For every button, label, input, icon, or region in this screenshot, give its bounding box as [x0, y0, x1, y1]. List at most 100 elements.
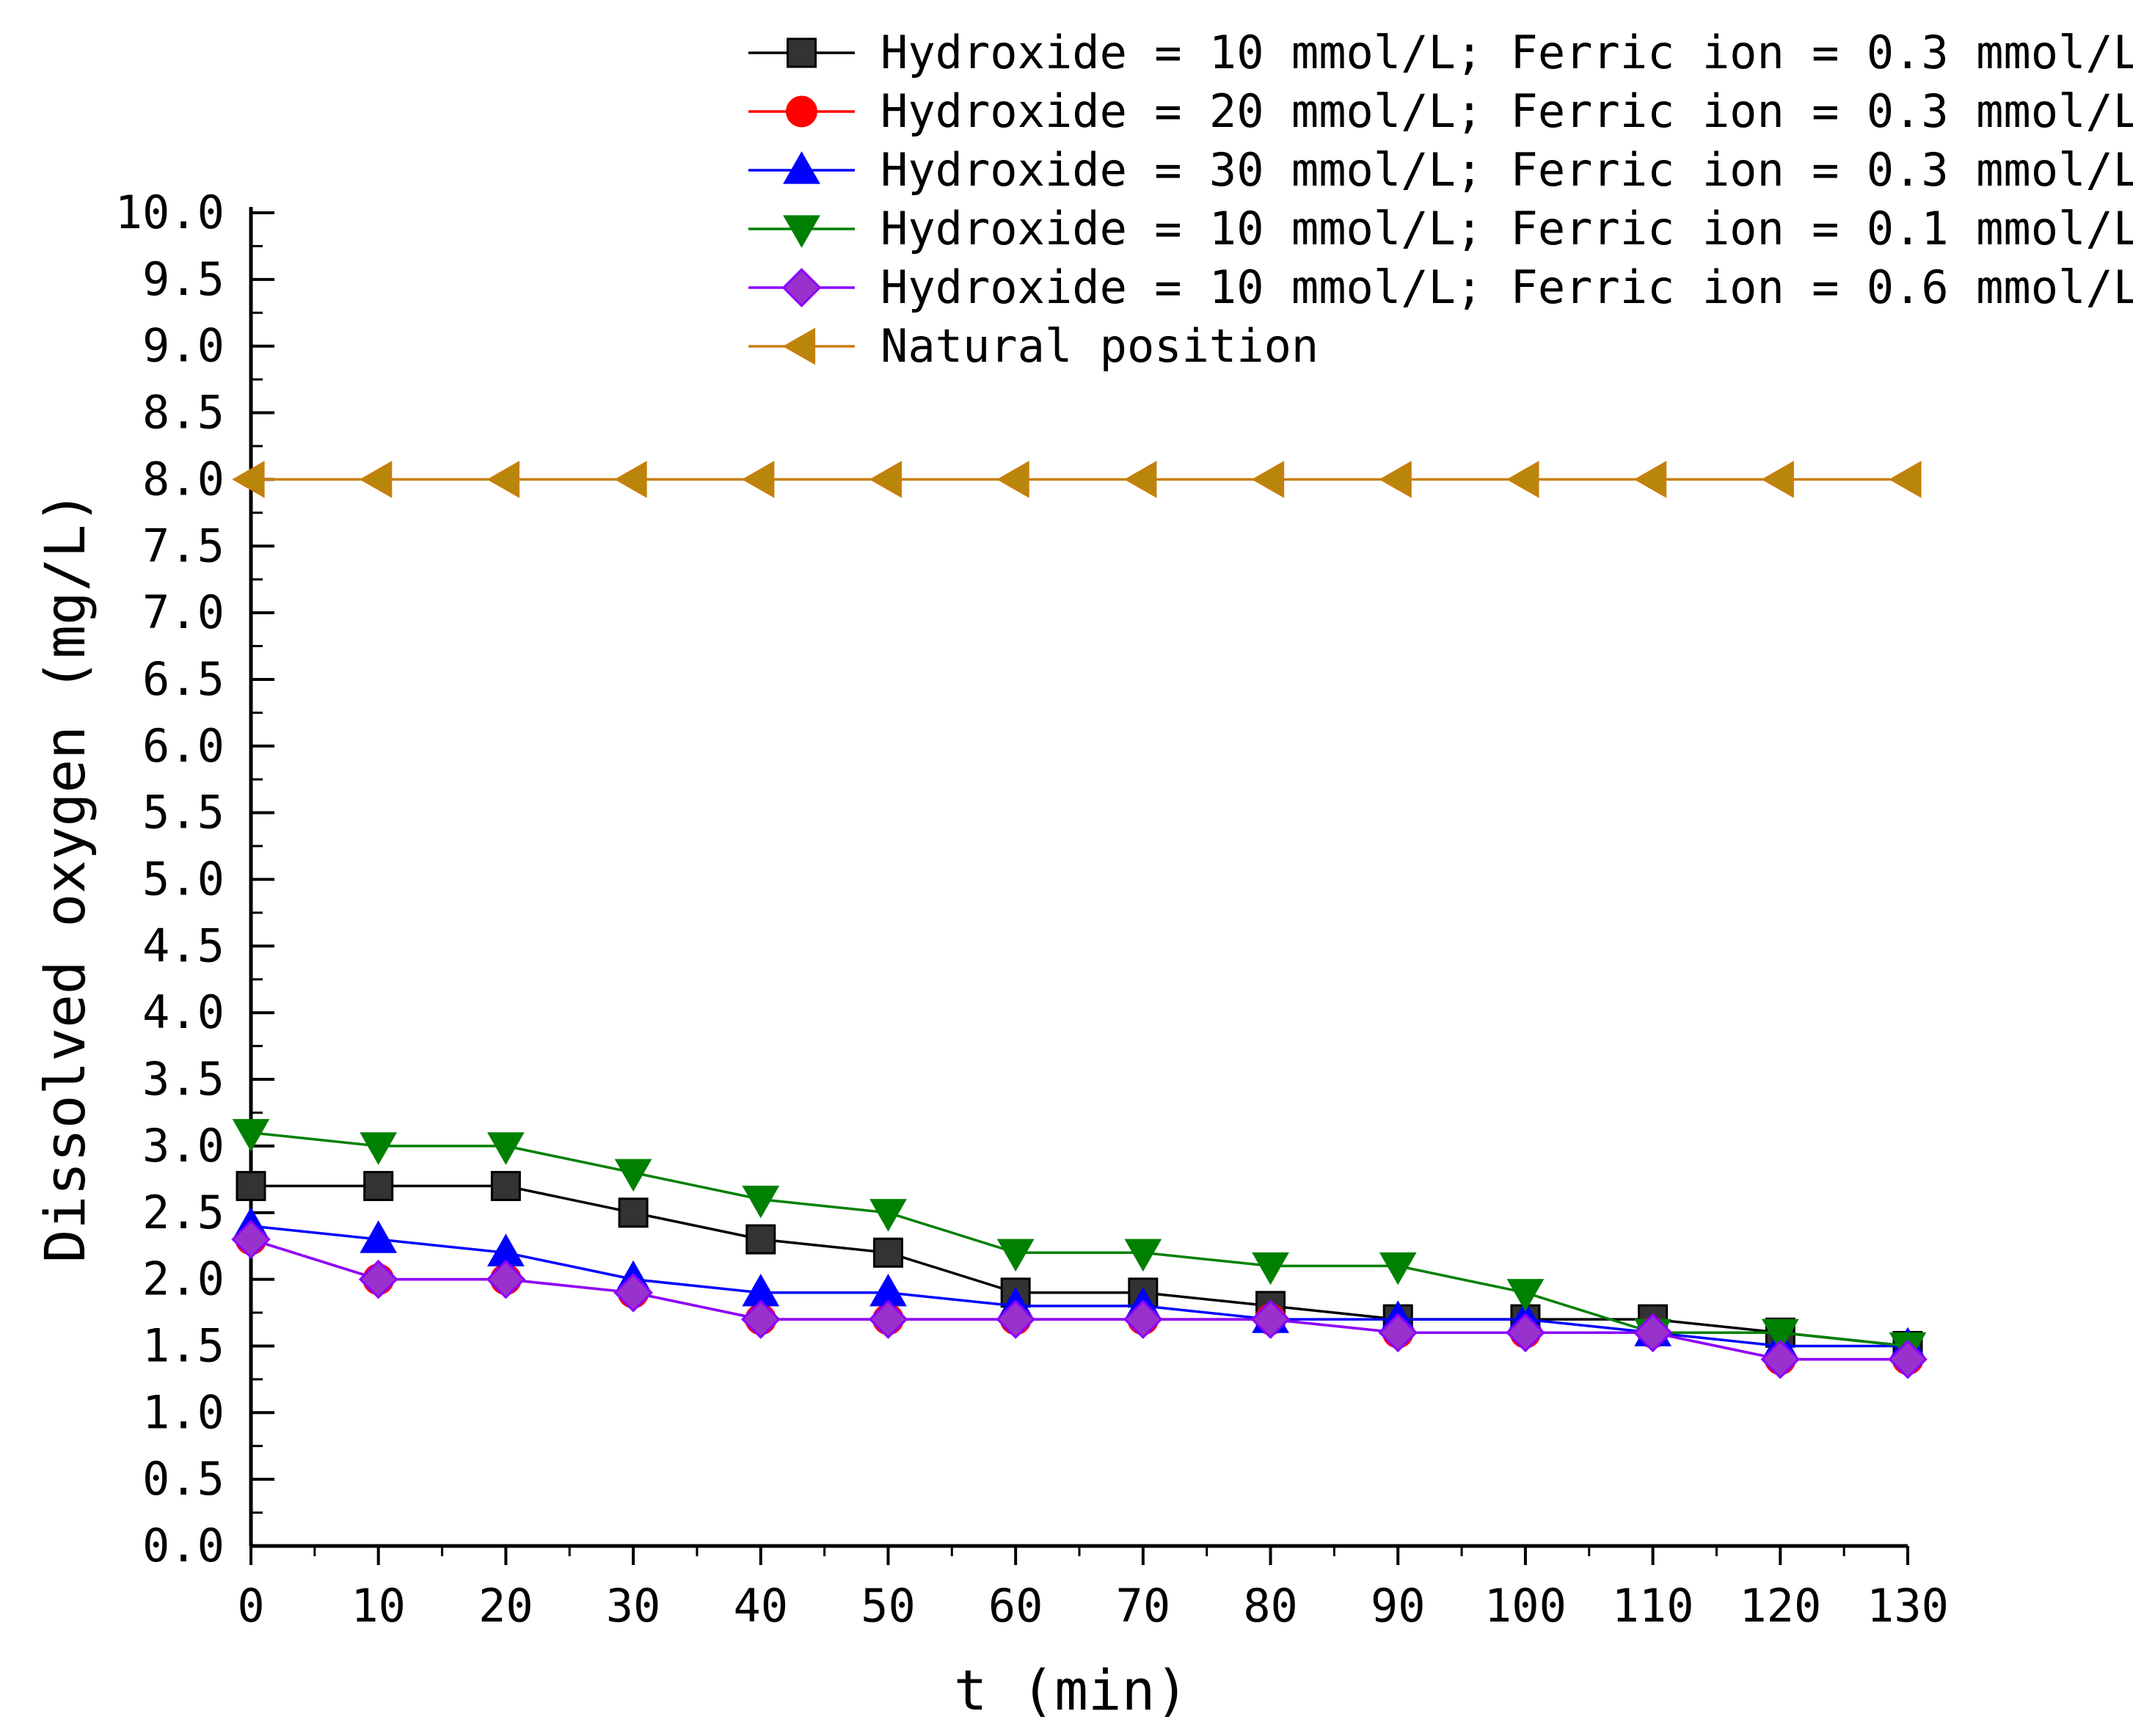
data-point [618, 1197, 649, 1228]
y-axis-title: Dissolved oxygen (mg/L) [32, 491, 98, 1263]
legend-label: Hydroxide = 10 mmol/L; Ferric ion = 0.1 … [880, 202, 2133, 255]
y-tick-label: 5.0 [142, 853, 225, 906]
legend-marker [786, 95, 817, 128]
data-point [614, 1159, 652, 1192]
legend-item: Hydroxide = 10 mmol/L; Ferric ion = 0.6 … [748, 260, 2133, 314]
data-point [1633, 461, 1667, 498]
data-point [1379, 461, 1412, 498]
data-point [868, 1299, 908, 1339]
data-point [232, 1119, 270, 1152]
data-point [1506, 1279, 1545, 1312]
x-tick-label: 90 [1371, 1579, 1426, 1633]
data-point [869, 461, 903, 498]
y-tick-label: 3.5 [142, 1052, 225, 1106]
y-tick-label: 6.5 [142, 652, 225, 706]
data-point [614, 461, 647, 498]
legend-item: Hydroxide = 20 mmol/L; Ferric ion = 0.3 … [748, 84, 2133, 138]
y-tick-label: 6.0 [142, 719, 225, 773]
data-point [742, 1185, 780, 1219]
data-point [236, 1170, 266, 1201]
x-tick-label: 30 [606, 1579, 661, 1633]
x-tick-label: 130 [1867, 1579, 1949, 1633]
y-tick-label: 7.5 [142, 519, 225, 572]
data-point [996, 1299, 1035, 1339]
data-point [1506, 461, 1539, 498]
data-point [359, 461, 393, 498]
data-point [486, 1132, 525, 1165]
legend-marker [783, 215, 820, 248]
x-tick-label: 0 [237, 1579, 264, 1633]
series-line [250, 1225, 1908, 1348]
y-tick-label: 8.0 [142, 452, 225, 506]
data-point [232, 461, 265, 498]
y-axis-ticks: 0.0 0.5 1.0 1.5 2.0 2.5 3.0 3.5 4.0 4.5 5.0 5.5 6.0 6… [115, 186, 274, 1572]
x-tick-label: 70 [1116, 1579, 1171, 1633]
series-layer [231, 461, 1928, 1379]
data-point [1633, 1313, 1673, 1353]
data-point [1379, 1252, 1417, 1285]
data-point [1889, 461, 1922, 498]
data-point [1506, 1313, 1545, 1353]
data-point [869, 1199, 907, 1232]
data-point [613, 1272, 653, 1313]
y-tick-label: 4.5 [142, 919, 225, 972]
y-tick-label: 1.0 [142, 1385, 225, 1439]
data-point [740, 1299, 781, 1339]
data-point [1251, 461, 1285, 498]
data-point [1124, 461, 1157, 498]
legend-label: Natural position [880, 319, 1319, 373]
data-point [363, 1170, 394, 1201]
legend-item: Hydroxide = 10 mmol/L; Ferric ion = 0.3 … [748, 26, 2133, 79]
y-tick-label: 9.0 [142, 319, 225, 373]
x-axis-title: t (min) [954, 1657, 1189, 1723]
data-point [231, 1219, 271, 1259]
y-tick-label: 10.0 [115, 186, 225, 239]
series-line [250, 1131, 1908, 1348]
legend-label: Hydroxide = 20 mmol/L; Ferric ion = 0.3 … [880, 84, 2133, 138]
data-point [996, 1239, 1035, 1272]
data-point [1124, 1239, 1162, 1272]
series-2 [235, 1223, 1924, 1376]
y-tick-label: 0.5 [142, 1452, 225, 1506]
y-tick-label: 2.0 [142, 1252, 225, 1306]
legend-marker [783, 151, 820, 184]
x-tick-label: 20 [478, 1579, 533, 1633]
data-point [1888, 1339, 1928, 1379]
data-point [486, 1259, 526, 1299]
data-point [996, 461, 1029, 498]
legend-label: Hydroxide = 10 mmol/L; Ferric ion = 0.6 … [880, 260, 2133, 314]
y-tick-label: 3.0 [142, 1119, 225, 1172]
x-tick-label: 60 [988, 1579, 1043, 1633]
legend-marker [782, 327, 816, 365]
y-tick-label: 9.5 [142, 252, 225, 306]
x-tick-label: 80 [1243, 1579, 1298, 1633]
legend: Hydroxide = 10 mmol/L; Ferric ion = 0.3 … [748, 26, 2133, 373]
data-point [745, 1224, 776, 1255]
x-tick-label: 50 [861, 1579, 916, 1633]
y-tick-label: 7.0 [142, 586, 225, 639]
series-line [250, 1238, 1908, 1361]
x-axis-ticks: 0 10 20 30 40 50 60 70 80 90 100 110 120 130 [237, 1546, 1949, 1633]
legend-label: Hydroxide = 30 mmol/L; Ferric ion = 0.3 … [880, 143, 2133, 197]
legend-marker [787, 37, 817, 68]
x-tick-label: 10 [351, 1579, 406, 1633]
data-point [1252, 1252, 1289, 1285]
data-point [486, 461, 519, 498]
data-point [1761, 1319, 1799, 1352]
data-point [1378, 1313, 1418, 1353]
legend-item: Hydroxide = 10 mmol/L; Ferric ion = 0.1 … [748, 202, 2133, 255]
data-point [741, 461, 775, 498]
data-point [490, 1170, 521, 1201]
y-tick-label: 1.5 [142, 1319, 225, 1372]
data-point [872, 1237, 903, 1268]
series-6 [232, 461, 1922, 498]
x-tick-label: 40 [733, 1579, 788, 1633]
x-tick-label: 100 [1484, 1579, 1567, 1633]
x-tick-label: 110 [1612, 1579, 1694, 1633]
data-point [1761, 461, 1794, 498]
legend-marker [781, 268, 822, 307]
y-tick-label: 0.0 [142, 1519, 225, 1572]
data-point [1250, 1299, 1291, 1339]
data-point [1123, 1299, 1163, 1339]
